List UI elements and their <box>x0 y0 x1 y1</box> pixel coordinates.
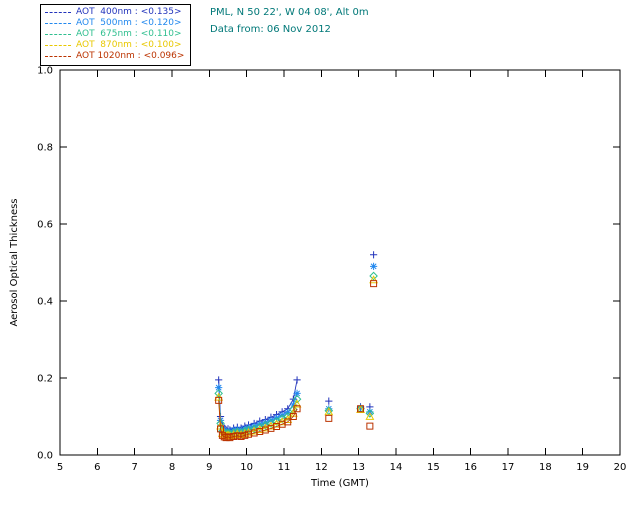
x-tick-label: 12 <box>315 462 328 473</box>
axes <box>59 69 621 456</box>
station-location: PML, N 50 22', W 04 08', Alt 0m <box>210 7 369 18</box>
y-tick-label: 0.2 <box>37 374 53 385</box>
y-tick-label: 0.0 <box>37 451 53 462</box>
x-tick-label: 7 <box>131 462 137 473</box>
series-aot-1020nm <box>215 280 378 442</box>
legend-line-sample <box>45 34 71 35</box>
x-tick-label: 19 <box>576 462 589 473</box>
series-aot-675nm <box>214 271 378 439</box>
x-axis-label: Time (GMT) <box>310 478 369 489</box>
x-tick-label: 18 <box>539 462 552 473</box>
data-date: Data from: 06 Nov 2012 <box>210 24 331 35</box>
x-tick-label: 9 <box>206 462 212 473</box>
legend-box: AOT 400nm : <0.135> AOT 500nm : <0.120> AO… <box>40 4 192 66</box>
legend-line-sample <box>45 56 71 57</box>
legend-entry-aot-675nm: AOT 675nm : <0.110> <box>45 29 184 40</box>
x-tick-label: 5 <box>57 462 63 473</box>
tick-labels: 5 6 7 8 9 10 11 12 13 14 15 16 17 18 19 20 0.0 0.2 0.4 0.6 0… <box>37 66 626 474</box>
y-tick-label: 1.0 <box>37 66 53 77</box>
x-tick-label: 14 <box>390 462 403 473</box>
y-tick-label: 0.4 <box>37 297 53 308</box>
x-tick-label: 15 <box>427 462 440 473</box>
x-tick-label: 8 <box>169 462 175 473</box>
x-tick-label: 17 <box>502 462 515 473</box>
legend-entry-label: AOT 870nm : <0.100> <box>76 40 182 50</box>
legend-entry-label: AOT 1020nm : <0.096> <box>76 51 185 61</box>
x-tick-label: 20 <box>614 462 627 473</box>
legend-line-sample <box>45 23 71 24</box>
x-tick-label: 10 <box>240 462 253 473</box>
legend-entry-aot-400nm: AOT 400nm : <0.135> <box>45 7 184 18</box>
legend-entry-aot-500nm: AOT 500nm : <0.120> <box>45 18 184 29</box>
legend-line-sample <box>45 12 71 13</box>
plot-area <box>59 69 621 456</box>
y-tick-label: 0.8 <box>37 143 53 154</box>
series-aot-500nm <box>215 262 378 436</box>
legend-entry-label: AOT 400nm : <0.135> <box>76 7 182 17</box>
y-tick-label: 0.6 <box>37 220 53 231</box>
x-tick-label: 16 <box>464 462 477 473</box>
station-info: PML, N 50 22', W 04 08', Alt 0m Data fro… <box>210 7 369 41</box>
y-axis-label: Aerosol Optical Thickness <box>9 198 20 326</box>
x-tick-label: 11 <box>278 462 291 473</box>
x-tick-label: 6 <box>94 462 100 473</box>
legend-entry-label: AOT 500nm : <0.120> <box>76 18 182 28</box>
legend-entry-aot-1020nm: AOT 1020nm : <0.096> <box>45 51 184 62</box>
legend-entry-label: AOT 675nm : <0.110> <box>76 29 182 39</box>
x-tick-label: 13 <box>352 462 365 473</box>
legend-entry-aot-870nm: AOT 870nm : <0.100> <box>45 40 184 51</box>
legend-line-sample <box>45 45 71 46</box>
